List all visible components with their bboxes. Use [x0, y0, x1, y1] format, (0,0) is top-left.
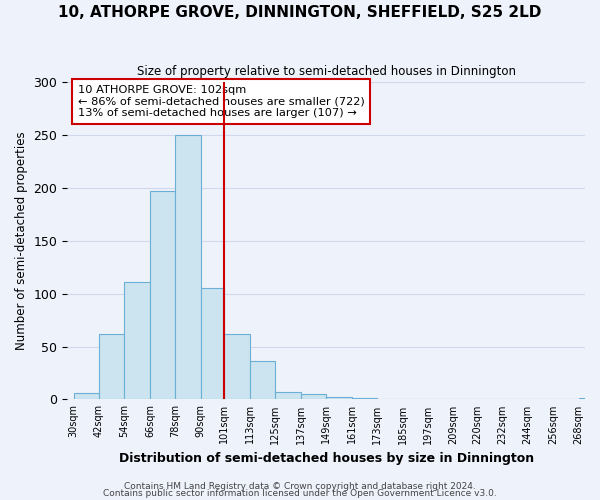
- Bar: [326, 398, 352, 400]
- Bar: [150, 191, 175, 400]
- Bar: [99, 334, 124, 400]
- Bar: [74, 393, 99, 400]
- Bar: [352, 398, 377, 400]
- Text: Contains HM Land Registry data © Crown copyright and database right 2024.: Contains HM Land Registry data © Crown c…: [124, 482, 476, 491]
- Bar: [250, 362, 275, 400]
- X-axis label: Distribution of semi-detached houses by size in Dinnington: Distribution of semi-detached houses by …: [119, 452, 533, 465]
- Text: Contains public sector information licensed under the Open Government Licence v3: Contains public sector information licen…: [103, 490, 497, 498]
- Bar: [224, 334, 250, 400]
- Bar: [175, 135, 201, 400]
- Text: 10, ATHORPE GROVE, DINNINGTON, SHEFFIELD, S25 2LD: 10, ATHORPE GROVE, DINNINGTON, SHEFFIELD…: [58, 5, 542, 20]
- Bar: [301, 394, 326, 400]
- Bar: [578, 398, 600, 400]
- Bar: [201, 288, 224, 400]
- Bar: [275, 392, 301, 400]
- Y-axis label: Number of semi-detached properties: Number of semi-detached properties: [15, 132, 28, 350]
- Text: 10 ATHORPE GROVE: 102sqm
← 86% of semi-detached houses are smaller (722)
13% of : 10 ATHORPE GROVE: 102sqm ← 86% of semi-d…: [77, 85, 364, 118]
- Bar: [124, 282, 150, 400]
- Title: Size of property relative to semi-detached houses in Dinnington: Size of property relative to semi-detach…: [137, 65, 515, 78]
